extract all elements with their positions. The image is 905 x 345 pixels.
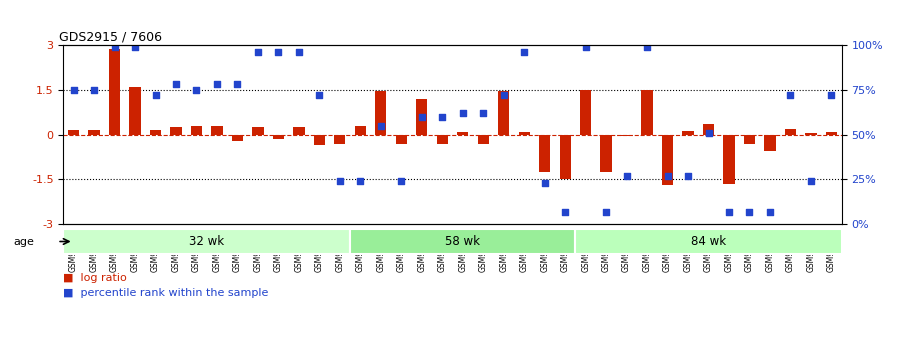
Point <box>701 130 716 136</box>
Point <box>455 110 470 116</box>
FancyBboxPatch shape <box>350 229 576 254</box>
Point <box>640 44 654 49</box>
Bar <box>68 130 80 135</box>
Bar <box>376 91 386 135</box>
Point <box>230 81 244 87</box>
Bar <box>314 135 325 145</box>
Bar <box>232 135 243 140</box>
Bar <box>825 131 837 135</box>
Bar <box>682 131 693 135</box>
Point <box>374 123 388 128</box>
Bar <box>395 135 407 144</box>
Point <box>353 178 367 184</box>
Bar <box>129 87 140 135</box>
Point <box>578 44 593 49</box>
Point <box>128 44 142 49</box>
Point <box>312 92 327 98</box>
Point <box>497 92 511 98</box>
Point <box>599 209 614 215</box>
Text: age: age <box>14 237 34 246</box>
Bar <box>559 135 571 179</box>
Bar <box>580 90 591 135</box>
Point <box>189 87 204 92</box>
Bar <box>539 135 550 172</box>
Text: ■  percentile rank within the sample: ■ percentile rank within the sample <box>63 288 269 298</box>
Text: GDS2915 / 7606: GDS2915 / 7606 <box>60 31 163 44</box>
Point <box>804 178 818 184</box>
Bar <box>744 135 755 144</box>
FancyBboxPatch shape <box>63 229 350 254</box>
Point <box>619 173 634 179</box>
Bar <box>601 135 612 172</box>
Bar <box>642 90 653 135</box>
Point <box>538 180 552 186</box>
Bar <box>723 135 735 184</box>
Text: 32 wk: 32 wk <box>189 235 224 248</box>
Bar <box>621 135 633 136</box>
FancyBboxPatch shape <box>576 229 842 254</box>
Bar <box>662 135 673 185</box>
Point <box>414 114 429 119</box>
Text: ■  log ratio: ■ log ratio <box>63 273 127 283</box>
Point <box>87 87 101 92</box>
Bar <box>416 99 427 135</box>
Point <box>108 44 122 49</box>
Point <box>742 209 757 215</box>
Bar <box>703 124 714 135</box>
Bar <box>765 135 776 151</box>
Text: 58 wk: 58 wk <box>445 235 481 248</box>
Point <box>251 49 265 55</box>
Point <box>517 49 531 55</box>
Point <box>681 173 695 179</box>
Point <box>435 114 450 119</box>
Bar <box>212 126 223 135</box>
Bar <box>272 135 284 139</box>
Point <box>168 81 183 87</box>
Point <box>661 173 675 179</box>
Point <box>272 49 286 55</box>
Point <box>783 92 797 98</box>
Point <box>824 92 839 98</box>
Bar <box>252 127 263 135</box>
Point <box>722 209 737 215</box>
Bar <box>519 131 529 135</box>
Point <box>763 209 777 215</box>
Bar <box>334 135 346 144</box>
Point <box>291 49 306 55</box>
Bar <box>89 130 100 135</box>
Bar <box>436 135 448 144</box>
Point <box>476 110 491 116</box>
Bar <box>785 129 796 135</box>
Bar <box>150 130 161 135</box>
Bar <box>170 127 182 135</box>
Point <box>394 178 408 184</box>
Point <box>210 81 224 87</box>
Bar <box>805 133 816 135</box>
Bar <box>498 91 510 135</box>
Point <box>333 178 348 184</box>
Point <box>557 209 572 215</box>
Bar <box>293 127 304 135</box>
Bar <box>478 135 489 144</box>
Bar <box>109 49 120 135</box>
Point <box>148 92 163 98</box>
Bar <box>191 126 202 135</box>
Bar <box>355 126 366 135</box>
Point <box>66 87 81 92</box>
Bar <box>457 131 469 135</box>
Text: 84 wk: 84 wk <box>691 235 726 248</box>
